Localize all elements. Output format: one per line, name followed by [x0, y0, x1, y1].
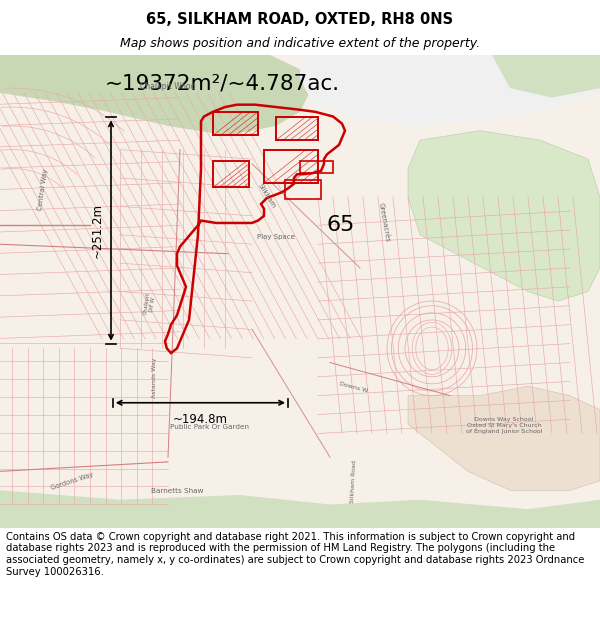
Polygon shape	[0, 55, 312, 136]
Text: Central Way: Central Way	[37, 169, 49, 211]
Bar	[213, 112, 258, 136]
Text: Downs W: Downs W	[339, 381, 369, 394]
Text: Chalkpit
Dif W: Chalkpit Dif W	[143, 291, 157, 316]
Text: Map shows position and indicative extent of the property.: Map shows position and indicative extent…	[120, 38, 480, 51]
Bar	[213, 161, 249, 188]
Text: Astands Way: Astands Way	[152, 357, 157, 398]
Text: 65: 65	[327, 216, 355, 236]
Text: Gordons Way: Gordons Way	[50, 471, 94, 491]
Text: Silkham Road: Silkham Road	[350, 459, 358, 503]
Text: Contains OS data © Crown copyright and database right 2021. This information is : Contains OS data © Crown copyright and d…	[6, 532, 584, 577]
Polygon shape	[492, 55, 600, 98]
Text: Greenacrès: Greenacrès	[377, 202, 391, 242]
Text: ~19372m²/~4.787ac.: ~19372m²/~4.787ac.	[105, 74, 340, 94]
Polygon shape	[0, 490, 600, 528]
Bar	[300, 161, 333, 173]
Bar	[285, 181, 321, 199]
Text: Chalkpit Wood: Chalkpit Wood	[140, 82, 196, 91]
Text: Downs Way School
Oxted St Mary's Church
of England Junior School: Downs Way School Oxted St Mary's Church …	[466, 417, 542, 434]
Polygon shape	[300, 55, 600, 126]
Text: Barnetts Shaw: Barnetts Shaw	[151, 488, 203, 494]
Text: ~194.8m: ~194.8m	[173, 413, 228, 426]
Text: 65, SILKHAM ROAD, OXTED, RH8 0NS: 65, SILKHAM ROAD, OXTED, RH8 0NS	[146, 12, 454, 27]
Text: ~251.2m: ~251.2m	[91, 203, 104, 258]
Polygon shape	[408, 386, 600, 490]
Polygon shape	[408, 131, 600, 301]
Bar	[276, 116, 318, 140]
Text: Public Park Or Garden: Public Park Or Garden	[170, 424, 250, 430]
Bar	[264, 149, 318, 182]
Text: Silkham: Silkham	[257, 182, 277, 209]
Text: Play Space: Play Space	[257, 234, 295, 240]
